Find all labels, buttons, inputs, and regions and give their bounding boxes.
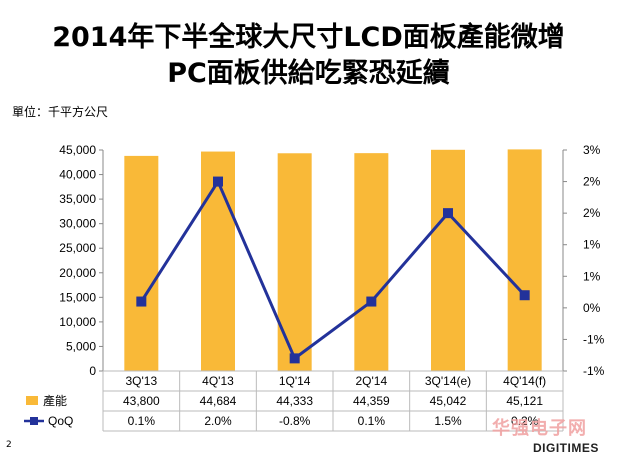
legend-qoq-label: QoQ bbox=[48, 414, 73, 428]
right-tick-label: -1% bbox=[583, 332, 605, 346]
bar-2 bbox=[201, 151, 235, 371]
qoq-point-6 bbox=[519, 290, 530, 301]
bar-5 bbox=[431, 149, 465, 371]
capacity-data-label: 44,359 bbox=[353, 394, 390, 408]
digitimes-logo: DIGITIMES bbox=[533, 441, 599, 455]
legend-qoq-marker bbox=[30, 417, 38, 425]
right-tick-label: 2% bbox=[583, 206, 601, 220]
right-tick-label: 0% bbox=[583, 301, 601, 315]
qoq-point-4 bbox=[366, 296, 377, 307]
qoq-series-line bbox=[140, 180, 526, 360]
left-tick-label: 0 bbox=[89, 364, 96, 378]
qoq-point-5 bbox=[443, 208, 453, 219]
left-tick-label: 40,000 bbox=[59, 168, 96, 182]
bar-4 bbox=[354, 153, 389, 371]
qoq-data-label: 1.5% bbox=[434, 414, 462, 428]
capacity-data-label: 44,684 bbox=[200, 394, 237, 408]
qoq-point-2 bbox=[213, 176, 223, 187]
page-number: 2 bbox=[6, 440, 12, 450]
capacity-data-label: 44,333 bbox=[276, 394, 313, 408]
qoq-data-label: -0.8% bbox=[279, 414, 311, 428]
right-tick-label: 2% bbox=[583, 175, 601, 189]
qoq-data-label: 0.2% bbox=[511, 414, 539, 428]
left-tick-label: 15,000 bbox=[59, 290, 96, 304]
category-label: 1Q'14 bbox=[279, 374, 311, 388]
left-tick-label: 5,000 bbox=[66, 339, 96, 353]
qoq-point-3 bbox=[289, 353, 300, 364]
category-label: 4Q'13 bbox=[202, 374, 234, 388]
left-tick-label: 30,000 bbox=[59, 217, 96, 231]
category-label: 3Q'13 bbox=[126, 374, 158, 388]
qoq-point-1 bbox=[136, 296, 147, 307]
capacity-data-label: 45,121 bbox=[506, 394, 543, 408]
left-tick-label: 20,000 bbox=[59, 266, 96, 280]
chart-title-line-1: 2014年下半全球大尺寸LCD面板產能微增 bbox=[52, 22, 565, 53]
category-label: 3Q'14(e) bbox=[425, 374, 471, 388]
left-tick-label: 10,000 bbox=[59, 315, 96, 329]
bar-3 bbox=[277, 153, 312, 371]
bar-1 bbox=[124, 155, 159, 371]
left-tick-label: 45,000 bbox=[59, 143, 96, 157]
right-tick-label: 3% bbox=[583, 143, 601, 157]
qoq-data-label: 0.1% bbox=[128, 414, 156, 428]
right-tick-label: 1% bbox=[583, 269, 601, 283]
chart-title-line-2: PC面板供給吃緊恐延續 bbox=[167, 58, 450, 89]
capacity-data-label: 43,800 bbox=[123, 394, 160, 408]
unit-label: 單位：千平方公尺 bbox=[12, 105, 109, 119]
right-tick-label: -1% bbox=[583, 364, 605, 378]
left-tick-label: 35,000 bbox=[59, 192, 96, 206]
category-label: 2Q'14 bbox=[356, 374, 388, 388]
bar-6 bbox=[507, 149, 542, 371]
legend-capacity-label: 產能 bbox=[43, 393, 67, 408]
qoq-data-label: 0.1% bbox=[358, 414, 386, 428]
capacity-data-label: 45,042 bbox=[430, 394, 467, 408]
watermark-text: 华强电子网 bbox=[492, 418, 587, 439]
right-tick-label: 1% bbox=[583, 238, 601, 252]
category-label: 4Q'14(f) bbox=[503, 374, 546, 388]
qoq-data-label: 2.0% bbox=[204, 414, 232, 428]
legend-capacity-swatch bbox=[26, 396, 38, 405]
left-tick-label: 25,000 bbox=[59, 241, 96, 255]
